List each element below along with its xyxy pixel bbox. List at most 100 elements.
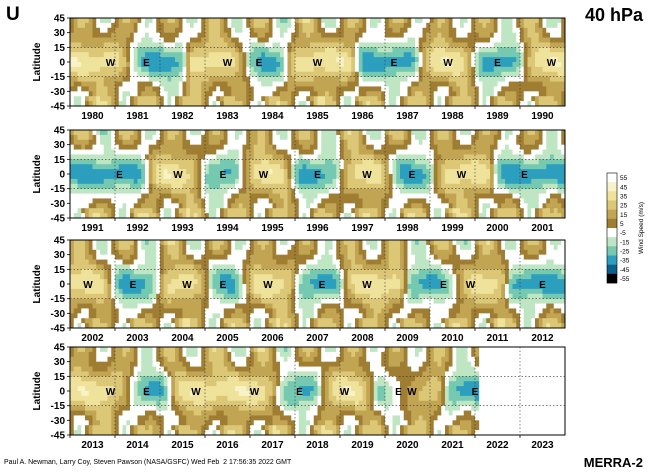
heatmap-cell <box>148 130 153 136</box>
heatmap-cell <box>182 159 187 165</box>
heatmap-cell <box>418 134 423 141</box>
heatmap-cell <box>287 139 292 146</box>
heatmap-cell <box>182 154 187 160</box>
heatmap-cell <box>231 159 236 165</box>
heatmap-cell <box>137 71 142 78</box>
heatmap-cell <box>141 42 146 48</box>
heatmap-cell <box>272 22 277 29</box>
heatmap-cell <box>340 57 345 63</box>
heatmap-cell <box>280 32 285 38</box>
heatmap-cell <box>280 164 285 170</box>
heatmap-cell <box>223 37 228 43</box>
heatmap-cell <box>486 76 491 82</box>
heatmap-cell <box>471 76 476 82</box>
heatmap-cell <box>478 86 483 92</box>
heatmap-cell <box>370 159 375 165</box>
heatmap-cell <box>295 193 300 199</box>
heatmap-cell <box>156 198 161 204</box>
heatmap-cell <box>396 144 401 150</box>
heatmap-cell <box>156 76 161 82</box>
heatmap-cell <box>385 208 390 214</box>
heatmap-cell <box>242 101 247 107</box>
heatmap-cell <box>291 52 296 58</box>
heatmap-cell <box>160 101 165 107</box>
heatmap-cell <box>325 188 330 194</box>
heatmap-cell <box>422 27 427 34</box>
heatmap-cell <box>70 313 75 319</box>
heatmap-cell <box>148 198 153 204</box>
heatmap-cell <box>130 32 135 38</box>
heatmap-cell <box>407 57 412 63</box>
heatmap-cell <box>223 66 228 73</box>
heatmap-cell <box>478 188 483 194</box>
heatmap-cell <box>501 203 506 209</box>
heatmap-cell <box>96 81 101 87</box>
heatmap-cell <box>186 213 191 219</box>
heatmap-cell <box>478 159 483 165</box>
heatmap-cell <box>81 37 86 43</box>
heatmap-cell <box>216 183 221 190</box>
heatmap-cell <box>482 96 487 102</box>
heatmap-cell <box>336 76 341 82</box>
heatmap-cell <box>310 183 315 190</box>
heatmap-cell <box>96 57 101 63</box>
heatmap-cell <box>231 164 236 170</box>
heatmap-cell <box>351 188 356 194</box>
heatmap-cell <box>287 144 292 150</box>
heatmap-cell <box>73 303 78 309</box>
heatmap-cell <box>493 32 498 38</box>
heatmap-cell <box>190 208 195 214</box>
heatmap-cell <box>313 71 318 78</box>
heatmap-cell <box>497 159 502 165</box>
heatmap-cell <box>497 208 502 214</box>
heatmap-cell <box>137 193 142 199</box>
heatmap-cell <box>531 27 536 34</box>
heatmap-cell <box>370 71 375 78</box>
heatmap-cell <box>385 183 390 190</box>
heatmap-cell <box>385 174 390 180</box>
heatmap-cell <box>212 22 217 29</box>
heatmap-cell <box>542 18 547 24</box>
heatmap-cell <box>437 154 442 160</box>
heatmap-cell <box>126 32 131 38</box>
heatmap-cell <box>332 47 337 53</box>
heatmap-cell <box>460 18 465 24</box>
x-tick-label: 1984 <box>261 111 284 122</box>
heatmap-cell <box>475 52 480 58</box>
heatmap-cell <box>137 52 142 58</box>
heatmap-cell <box>403 22 408 29</box>
heatmap-cell <box>137 130 142 136</box>
heatmap-cell <box>283 66 288 73</box>
heatmap-cell <box>358 198 363 204</box>
heatmap-cell <box>276 18 281 24</box>
heatmap-cell <box>77 203 82 209</box>
heatmap-cell <box>141 203 146 209</box>
heatmap-cell <box>73 288 78 295</box>
heatmap-cell <box>381 91 386 97</box>
heatmap-cell <box>306 134 311 141</box>
heatmap-cell <box>88 264 93 270</box>
heatmap-cell <box>366 96 371 102</box>
heatmap-cell <box>103 96 108 102</box>
heatmap-cell <box>88 101 93 107</box>
heatmap-cell <box>148 139 153 146</box>
heatmap-cell <box>283 47 288 53</box>
heatmap-cell <box>448 193 453 199</box>
heatmap-cell <box>103 76 108 82</box>
heatmap-cell <box>505 52 510 58</box>
heatmap-cell <box>321 32 326 38</box>
heatmap-cell <box>272 149 277 155</box>
heatmap-cell <box>340 213 345 219</box>
heatmap-cell <box>460 164 465 170</box>
heatmap-cell <box>332 62 337 68</box>
pressure-level-label: 40 hPa <box>584 5 643 25</box>
heatmap-cell <box>538 71 543 78</box>
heatmap-cell <box>77 96 82 102</box>
heatmap-cell <box>430 22 435 29</box>
heatmap-cell <box>336 178 341 185</box>
heatmap-cell <box>422 76 427 82</box>
heatmap-cell <box>220 18 225 24</box>
heatmap-cell <box>81 42 86 48</box>
heatmap-cell <box>133 164 138 170</box>
heatmap-cell <box>392 188 397 194</box>
